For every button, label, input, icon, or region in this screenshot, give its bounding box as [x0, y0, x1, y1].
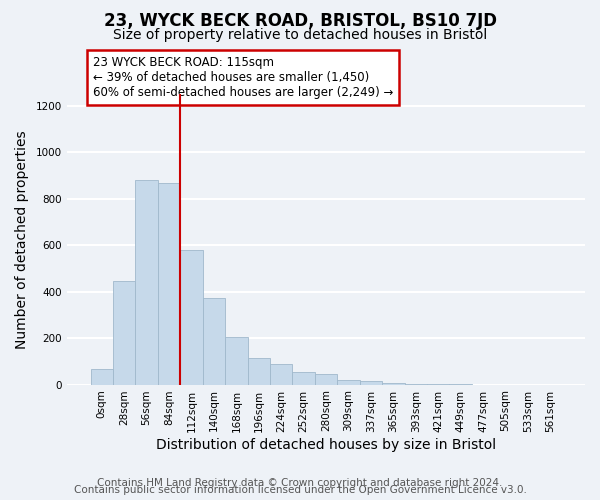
Bar — [337, 380, 359, 384]
Bar — [136, 180, 158, 384]
Bar — [270, 364, 292, 384]
Y-axis label: Number of detached properties: Number of detached properties — [15, 130, 29, 349]
Text: 23 WYCK BECK ROAD: 115sqm
← 39% of detached houses are smaller (1,450)
60% of se: 23 WYCK BECK ROAD: 115sqm ← 39% of detac… — [93, 56, 393, 99]
Bar — [203, 298, 225, 384]
Bar — [248, 358, 270, 384]
Text: Contains HM Land Registry data © Crown copyright and database right 2024.: Contains HM Land Registry data © Crown c… — [97, 478, 503, 488]
Bar — [113, 281, 136, 384]
Bar — [225, 337, 248, 384]
Bar — [315, 374, 337, 384]
Bar — [292, 372, 315, 384]
Text: 23, WYCK BECK ROAD, BRISTOL, BS10 7JD: 23, WYCK BECK ROAD, BRISTOL, BS10 7JD — [104, 12, 497, 30]
Bar — [359, 380, 382, 384]
X-axis label: Distribution of detached houses by size in Bristol: Distribution of detached houses by size … — [156, 438, 496, 452]
Text: Contains public sector information licensed under the Open Government Licence v3: Contains public sector information licen… — [74, 485, 526, 495]
Text: Size of property relative to detached houses in Bristol: Size of property relative to detached ho… — [113, 28, 487, 42]
Bar — [91, 370, 113, 384]
Bar — [180, 250, 203, 384]
Bar — [158, 182, 180, 384]
